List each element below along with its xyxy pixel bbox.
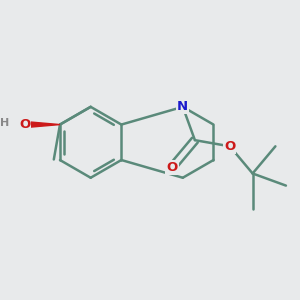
Polygon shape xyxy=(25,122,60,128)
Text: O: O xyxy=(224,140,236,153)
Text: O: O xyxy=(167,161,178,174)
Text: H: H xyxy=(0,118,10,128)
Text: N: N xyxy=(177,100,188,113)
Text: O: O xyxy=(19,118,30,131)
